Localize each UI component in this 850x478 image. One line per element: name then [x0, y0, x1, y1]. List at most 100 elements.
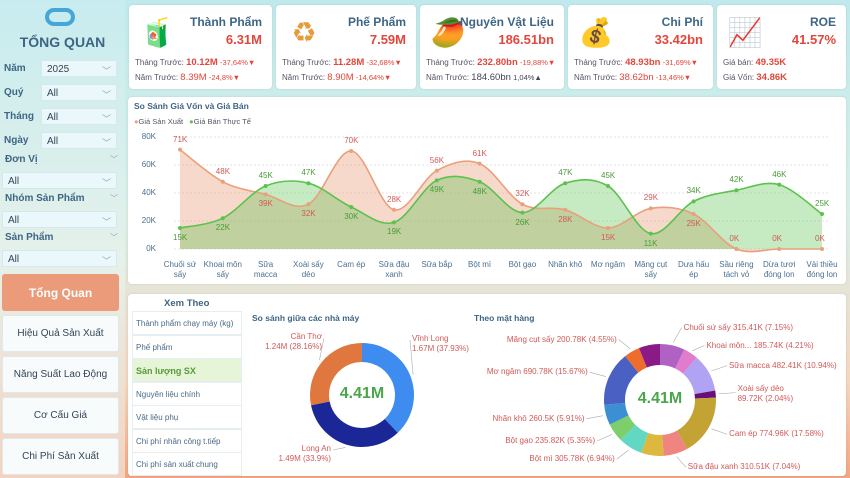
chart-legend: ●Giá Sản Xuất ●Giá Bán Thực Tế	[134, 117, 251, 126]
donut-slice[interactable]	[604, 402, 629, 425]
legend-item[interactable]: ●Giá Sản Xuất	[134, 117, 184, 126]
y-tick-label: 60K	[141, 160, 156, 169]
data-point[interactable]	[392, 207, 396, 212]
data-point[interactable]	[691, 199, 696, 204]
donut-slice[interactable]	[675, 349, 697, 374]
donut-slice[interactable]	[604, 356, 639, 405]
slice-value: 235.82K	[535, 435, 565, 445]
data-point[interactable]	[434, 178, 439, 183]
nav-button[interactable]: Tổng Quan	[2, 274, 119, 311]
data-point[interactable]	[691, 212, 696, 216]
compare-pct: 1,04%▲	[513, 73, 542, 82]
data-point[interactable]	[734, 188, 739, 193]
data-label: 47K	[301, 168, 316, 178]
donut-slice[interactable]	[362, 343, 414, 433]
nav-button[interactable]: Cơ Cấu Giá	[2, 397, 119, 434]
donut-slice[interactable]	[311, 401, 398, 447]
donut-slice[interactable]	[682, 357, 716, 395]
donut-slice[interactable]	[641, 432, 664, 456]
slice-label: Vĩnh Long 1.67M (37.93%)	[412, 334, 469, 353]
donut-slice[interactable]	[660, 344, 685, 369]
product-chart-title: Theo mặt hàng	[474, 313, 535, 323]
data-point[interactable]	[220, 216, 225, 221]
view-option[interactable]: Vật liệu phụ	[132, 405, 242, 429]
data-point[interactable]	[349, 205, 354, 209]
view-option[interactable]: Sản lượng SX	[132, 358, 242, 382]
slice-value: 89.72K	[737, 393, 763, 403]
slice-value: 185.74K	[753, 340, 784, 350]
data-point[interactable]	[648, 206, 653, 211]
compare-value: 232.80bn	[477, 57, 518, 68]
donut-slice[interactable]	[677, 397, 716, 449]
data-point[interactable]	[263, 184, 268, 188]
data-point[interactable]	[349, 149, 354, 153]
data-point[interactable]	[563, 181, 568, 186]
chevron-down-icon[interactable]: ﹀	[110, 155, 118, 164]
x-tick-label: Dừa tươi đóng lon	[762, 260, 796, 279]
chevron-down-icon[interactable]: ﹀	[110, 233, 118, 242]
data-point[interactable]	[606, 184, 610, 188]
donut-slice[interactable]	[662, 430, 688, 456]
data-point[interactable]	[820, 212, 824, 216]
leader-line	[332, 447, 346, 451]
nav-button[interactable]: Năng Suất Lao Động	[2, 356, 119, 393]
filter-dropdown[interactable]: All ﹀	[41, 84, 117, 101]
kpi-compare-row: Năm Trước: 184.60bn 1,04%▲	[426, 72, 542, 83]
data-label: 22K	[215, 223, 231, 233]
view-option[interactable]: Chi phí sản xuất chung	[132, 452, 242, 476]
filter-dropdown[interactable]: All ﹀	[41, 132, 117, 149]
data-point[interactable]	[434, 168, 439, 173]
data-point[interactable]	[520, 202, 525, 207]
donut-slice[interactable]	[609, 415, 636, 440]
donut-slice[interactable]	[625, 348, 647, 373]
legend-item[interactable]: ●Giá Bán Thực Tế	[189, 117, 251, 126]
compare-label: Năm Trước:	[135, 73, 179, 82]
nav-button[interactable]: Hiệu Quả Sản Xuất	[2, 315, 119, 352]
view-option[interactable]: Chi phí nhân công t.tiếp	[132, 428, 242, 453]
filter-dropdown[interactable]: All ﹀	[41, 108, 117, 125]
data-point[interactable]	[263, 192, 268, 197]
data-point[interactable]	[820, 247, 824, 251]
donut-slice[interactable]	[694, 390, 716, 399]
filter-dropdown[interactable]: All ﹀	[2, 172, 117, 189]
data-label: 11K	[643, 238, 658, 248]
filter-dropdown[interactable]: All ﹀	[2, 250, 117, 267]
data-label: 15K	[173, 233, 188, 242]
nav-button[interactable]: Chi Phí Sản Xuất	[2, 438, 119, 475]
data-point[interactable]	[178, 226, 182, 230]
filter-dropdown[interactable]: 2025 ﹀	[41, 60, 117, 77]
data-point[interactable]	[477, 179, 482, 184]
data-point[interactable]	[606, 226, 610, 230]
x-tick-label: Mơ ngâm	[590, 260, 626, 269]
data-point[interactable]	[648, 231, 653, 236]
donut-slice[interactable]	[638, 344, 660, 368]
data-point[interactable]	[220, 179, 225, 184]
compare-label: Giá Vốn:	[723, 73, 755, 82]
slice-label: Nhãn khô 260.5K (5.91%)	[492, 413, 585, 423]
slice-value: 1.49M	[278, 454, 301, 463]
kpi-compare-row: Năm Trước: 8.39M -24,8%▼	[135, 72, 240, 83]
data-label: 46K	[772, 169, 787, 179]
data-point[interactable]	[777, 247, 782, 251]
data-point[interactable]	[178, 147, 182, 152]
bottom-panel: Xem Theo Thành phẩm chạy máy (kg) Phế phẩ…	[128, 294, 846, 476]
donut-slice[interactable]	[620, 424, 649, 453]
data-point[interactable]	[734, 247, 739, 251]
data-point[interactable]	[392, 220, 396, 225]
data-point[interactable]	[520, 210, 525, 215]
data-point[interactable]	[477, 161, 482, 166]
data-label: 0K	[729, 234, 740, 243]
slice-value: 1.24M	[265, 342, 288, 351]
compare-value: 184.60bn	[471, 72, 511, 83]
filter-label: Ngày	[4, 135, 29, 146]
chevron-down-icon[interactable]: ﹀	[110, 194, 118, 203]
data-label: 25K	[815, 199, 830, 208]
data-point[interactable]	[306, 181, 311, 186]
filter-dropdown[interactable]: All ﹀	[2, 211, 117, 228]
kpi-value: 186.51bn	[498, 32, 554, 47]
data-point[interactable]	[306, 202, 311, 207]
data-point[interactable]	[777, 182, 782, 187]
donut-slice[interactable]	[310, 343, 362, 406]
series-area	[180, 149, 822, 252]
data-point[interactable]	[563, 207, 568, 212]
